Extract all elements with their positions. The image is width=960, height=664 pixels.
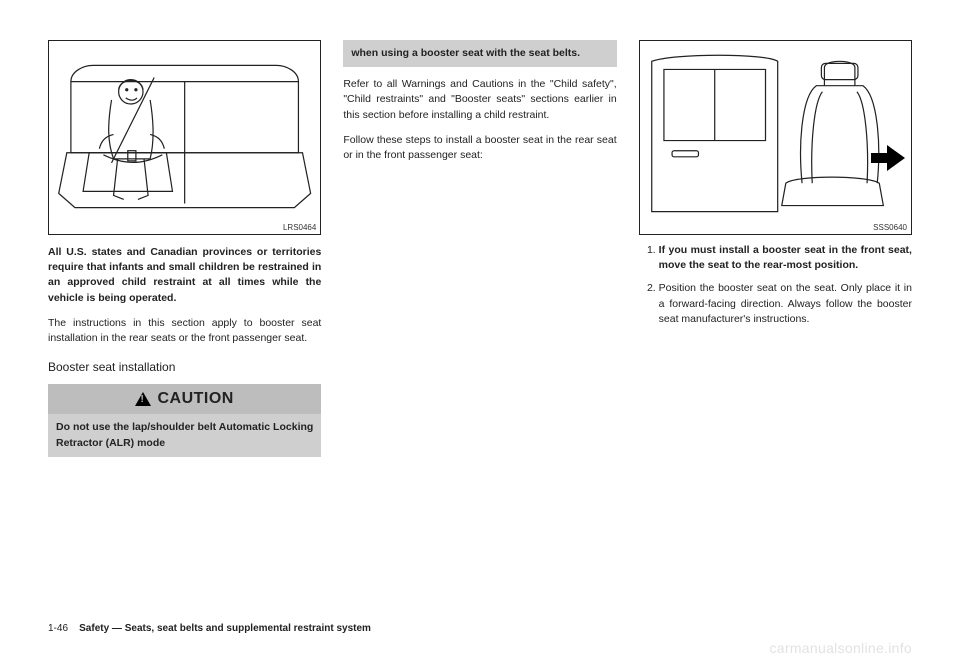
step-1-text: If you must install a booster seat in th… [659,244,912,271]
caution-box: CAUTION Do not use the lap/shoulder belt… [48,384,321,456]
booster-rear-icon [49,41,320,234]
caution-label: CAUTION [157,390,233,408]
front-seat-icon [640,41,911,234]
figure-front-seat: SSS0640 [639,40,912,235]
arrow-right-icon [871,145,905,171]
column-3: SSS0640 If you must install a booster se… [639,40,912,609]
figure-label: SSS0640 [873,223,907,232]
subhead-booster-install: Booster seat installation [48,360,321,374]
figure-label: LRS0464 [283,223,316,232]
column-2: when using a booster seat with the seat … [343,40,616,609]
caution-body: Do not use the lap/shoulder belt Automat… [48,414,321,456]
step-1: If you must install a booster seat in th… [659,243,912,273]
para-refer: Refer to all Warnings and Cautions in th… [343,77,616,123]
warning-icon [135,392,151,406]
page: LRS0464 All U.S. states and Canadian pro… [0,0,960,664]
watermark: carmanualsonline.info [770,640,913,656]
column-1: LRS0464 All U.S. states and Canadian pro… [48,40,321,609]
page-footer: 1-46 Safety — Seats, seat belts and supp… [48,623,912,634]
steps-list: If you must install a booster seat in th… [639,235,912,327]
para-scope: The instructions in this section apply t… [48,316,321,346]
caution-continuation: when using a booster seat with the seat … [343,40,616,67]
page-number: 1-46 [48,623,68,634]
columns: LRS0464 All U.S. states and Canadian pro… [48,40,912,609]
para-law: All U.S. states and Canadian provinces o… [48,245,321,306]
para-steps-intro: Follow these steps to install a booster … [343,133,616,163]
footer-section: Safety — Seats, seat belts and supplemen… [79,623,371,634]
step-2-text: Position the booster seat on the seat. O… [659,282,912,324]
figure-booster-rear: LRS0464 [48,40,321,235]
step-2: Position the booster seat on the seat. O… [659,281,912,327]
caution-header: CAUTION [48,384,321,414]
